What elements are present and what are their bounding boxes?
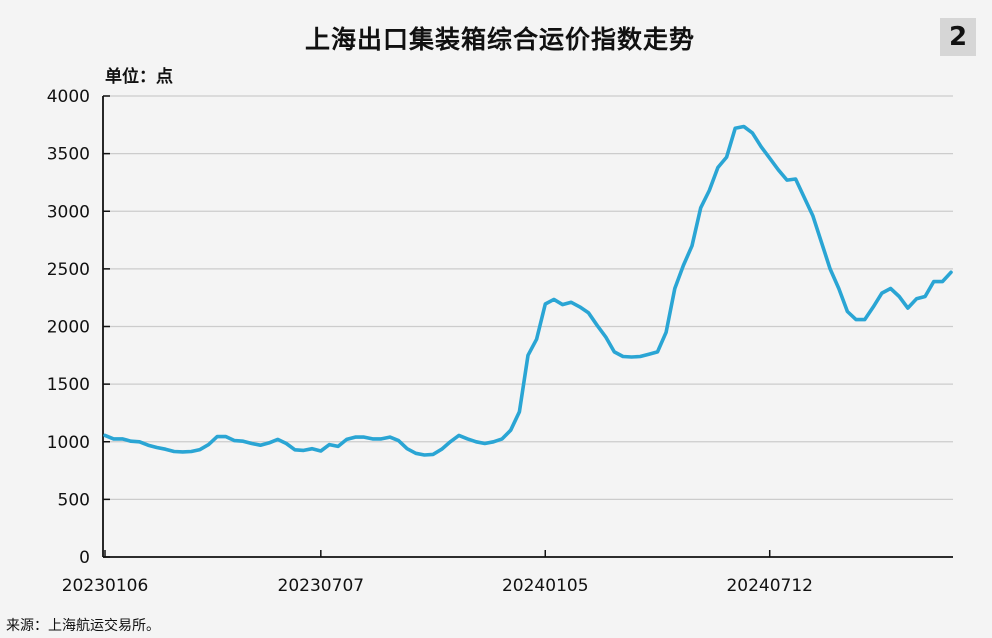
y-tick-label: 1000 bbox=[47, 433, 90, 453]
y-tick-label: 3500 bbox=[47, 145, 90, 165]
x-tick-label: 20230106 bbox=[62, 576, 149, 596]
grid-lines bbox=[103, 95, 953, 500]
tick-labels: 0 500 1000 1500 2000 2500 3000 3500 4000 20230106… bbox=[47, 87, 813, 596]
y-tick-label: 500 bbox=[58, 490, 90, 510]
series-line bbox=[103, 124, 953, 457]
y-tick-label: 1500 bbox=[47, 375, 90, 395]
source-note: 来源：上海航运交易所。 bbox=[6, 618, 160, 634]
x-tick-label: 20230707 bbox=[278, 576, 365, 596]
series-layer bbox=[103, 124, 953, 457]
y-tick-label: 2000 bbox=[47, 318, 90, 338]
y-tick-label: 4000 bbox=[47, 87, 90, 107]
figure-number-badge: 2 bbox=[940, 18, 976, 56]
line-chart: 0 500 1000 1500 2000 2500 3000 3500 4000 20230106… bbox=[47, 87, 953, 596]
x-tick-label: 20240105 bbox=[502, 576, 589, 596]
chart-title: 上海出口集装箱综合运价指数走势 bbox=[304, 25, 695, 54]
unit-label: 单位：点 bbox=[105, 67, 173, 87]
axes bbox=[102, 95, 953, 558]
y-tick-label: 3000 bbox=[47, 202, 90, 222]
y-tick-label: 2500 bbox=[47, 260, 90, 280]
x-tick-label: 20240712 bbox=[726, 576, 813, 596]
y-tick-label: 0 bbox=[79, 548, 90, 568]
